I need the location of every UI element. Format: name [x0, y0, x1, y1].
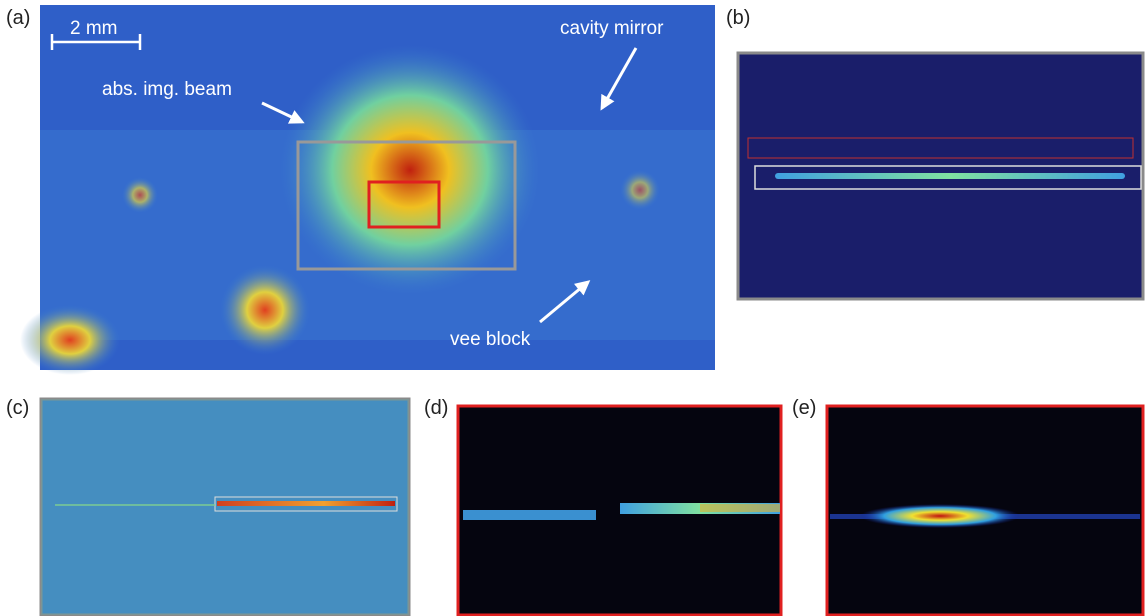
- panel-d: (d): [424, 397, 781, 615]
- figure: 2 mm abs. img. beam cavity mirror vee bl…: [0, 0, 1145, 616]
- panel-c: (c): [6, 397, 409, 615]
- speckle: [620, 170, 660, 210]
- panel-a: 2 mm abs. img. beam cavity mirror vee bl…: [6, 5, 715, 375]
- atom-streak: [463, 510, 596, 520]
- annotation: abs. img. beam: [102, 79, 232, 100]
- panel-label: (d): [424, 397, 448, 419]
- atom-streak: [700, 504, 780, 512]
- panel-label: (a): [6, 7, 30, 29]
- atom-streak: [775, 173, 1125, 179]
- panel-label: (c): [6, 397, 29, 419]
- annotation: vee block: [450, 329, 531, 350]
- speckle: [122, 177, 158, 213]
- speckle: [20, 305, 120, 375]
- panel-label: (e): [792, 397, 816, 419]
- noise: [41, 399, 409, 615]
- annotation: cavity mirror: [560, 18, 664, 39]
- atom-streak: [217, 501, 395, 506]
- speckle: [220, 265, 310, 355]
- panel-e: (e): [792, 397, 1143, 615]
- scale-label: 2 mm: [70, 18, 118, 39]
- atom-cloud: [280, 45, 540, 295]
- panel-b: (b): [726, 7, 1143, 299]
- panel-label: (b): [726, 7, 750, 29]
- atom-cloud: [860, 504, 1020, 528]
